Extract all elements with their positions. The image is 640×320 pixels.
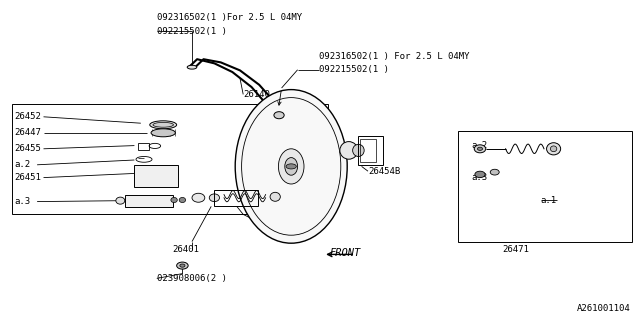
Ellipse shape bbox=[278, 149, 304, 184]
Ellipse shape bbox=[475, 171, 485, 178]
Ellipse shape bbox=[209, 194, 220, 202]
Ellipse shape bbox=[151, 129, 175, 137]
Ellipse shape bbox=[180, 264, 185, 267]
Ellipse shape bbox=[116, 197, 125, 204]
Text: 26455: 26455 bbox=[14, 144, 41, 153]
Text: a.1: a.1 bbox=[541, 196, 557, 204]
Text: 26451: 26451 bbox=[14, 173, 41, 182]
Ellipse shape bbox=[550, 146, 557, 152]
Text: 26452: 26452 bbox=[14, 112, 41, 121]
Text: a.2: a.2 bbox=[472, 141, 488, 150]
Ellipse shape bbox=[547, 143, 561, 155]
Circle shape bbox=[286, 164, 296, 169]
Text: 092316502(1 )For 2.5 L 04MY: 092316502(1 )For 2.5 L 04MY bbox=[157, 13, 302, 22]
Ellipse shape bbox=[187, 65, 197, 69]
Ellipse shape bbox=[353, 144, 364, 156]
Ellipse shape bbox=[340, 141, 358, 159]
Text: 26402: 26402 bbox=[269, 160, 296, 169]
Bar bbox=[134, 165, 178, 187]
Bar bbox=[125, 195, 173, 207]
Text: 26140: 26140 bbox=[243, 90, 270, 99]
Text: 092316502(1 ) For 2.5 L 04MY: 092316502(1 ) For 2.5 L 04MY bbox=[319, 52, 469, 60]
Text: A261001104: A261001104 bbox=[577, 304, 630, 313]
Bar bbox=[358, 136, 383, 165]
Ellipse shape bbox=[171, 197, 177, 203]
Text: 26401: 26401 bbox=[173, 245, 200, 254]
Text: a.3: a.3 bbox=[472, 173, 488, 182]
Text: 26471: 26471 bbox=[502, 245, 529, 254]
Bar bbox=[458, 131, 632, 242]
Bar bbox=[12, 104, 328, 214]
Ellipse shape bbox=[285, 158, 298, 175]
Ellipse shape bbox=[177, 262, 188, 269]
Ellipse shape bbox=[179, 197, 186, 203]
Ellipse shape bbox=[153, 123, 173, 127]
Bar bbox=[138, 143, 149, 150]
Ellipse shape bbox=[490, 169, 499, 175]
Text: a.2: a.2 bbox=[14, 160, 30, 169]
Ellipse shape bbox=[477, 147, 483, 150]
Bar bbox=[214, 190, 258, 206]
Ellipse shape bbox=[192, 193, 205, 202]
Ellipse shape bbox=[474, 145, 486, 153]
Bar bbox=[360, 139, 376, 162]
Text: 023908006(2 ): 023908006(2 ) bbox=[157, 274, 227, 283]
Text: 26454B: 26454B bbox=[368, 167, 400, 176]
Text: a.3: a.3 bbox=[14, 197, 30, 206]
Text: 092215502(1 ): 092215502(1 ) bbox=[319, 65, 388, 74]
Ellipse shape bbox=[236, 90, 348, 243]
Ellipse shape bbox=[274, 112, 284, 119]
Text: FRONT: FRONT bbox=[330, 248, 361, 258]
Ellipse shape bbox=[150, 121, 177, 129]
Text: a.1: a.1 bbox=[253, 215, 269, 224]
Ellipse shape bbox=[270, 192, 280, 201]
Text: 26447: 26447 bbox=[14, 128, 41, 137]
Text: 092215502(1 ): 092215502(1 ) bbox=[157, 27, 227, 36]
